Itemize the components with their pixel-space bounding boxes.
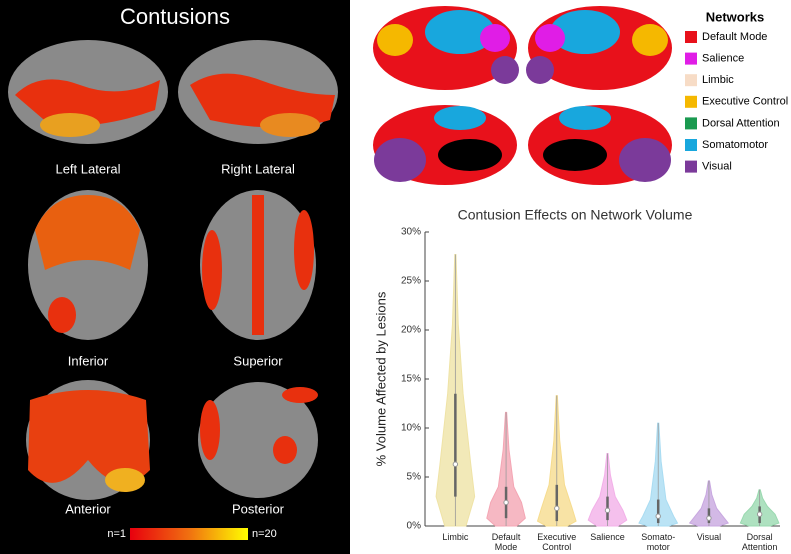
x-tick-label: Salience	[590, 532, 625, 542]
colorbar	[130, 528, 248, 540]
view-label: Right Lateral	[221, 161, 295, 176]
median	[706, 515, 712, 521]
view-label: Posterior	[232, 501, 285, 516]
y-tick-label: 15%	[401, 374, 421, 385]
view-label: Superior	[233, 353, 283, 368]
network-brains	[373, 6, 672, 185]
x-tick-label: Dorsal Attention	[741, 532, 778, 552]
legend-swatch	[685, 95, 697, 108]
median	[452, 461, 459, 467]
legend-label: Default Mode	[702, 31, 767, 43]
colorbar-label: n=20	[252, 528, 277, 540]
y-tick-label: 30%	[401, 227, 421, 238]
colorbar-label: n=1	[107, 528, 126, 540]
brain-images	[8, 40, 338, 500]
median	[655, 513, 661, 519]
median	[756, 511, 763, 517]
y-axis-label: % Volume Affected by Lesions	[373, 291, 388, 466]
x-tick-label: Visual	[696, 532, 722, 542]
y-tick-label: 10%	[401, 423, 421, 434]
x-tick-label: Somato- motor	[641, 532, 676, 552]
legend-label: Dorsal Attention	[702, 117, 780, 129]
legend-label: Visual	[702, 161, 732, 173]
y-tick-label: 20%	[401, 325, 421, 336]
x-tick-label: Default Mode	[491, 532, 521, 552]
y-tick-label: 0%	[407, 521, 422, 532]
median	[604, 507, 611, 514]
legend-swatch	[685, 74, 697, 87]
legend-swatch	[685, 31, 697, 43]
legend-label: Limbic	[702, 74, 734, 86]
legend-swatch	[685, 160, 697, 173]
legend-swatch	[685, 52, 697, 65]
legend-title: Networks	[706, 9, 765, 24]
view-label: Inferior	[68, 353, 109, 368]
x-tick-label: Executive Control	[537, 532, 577, 552]
median	[503, 499, 509, 506]
view-label: Anterior	[65, 501, 111, 516]
legend-label: Somatomotor	[702, 139, 768, 151]
median	[554, 505, 560, 512]
chart-title: Contusion Effects on Network Volume	[458, 207, 693, 223]
legend-swatch	[685, 117, 697, 130]
legend-label: Salience	[702, 53, 744, 65]
view-label: Left Lateral	[55, 161, 120, 176]
legend-label: Executive Control	[702, 96, 788, 108]
y-tick-label: 5%	[407, 472, 422, 483]
panel-title: Contusions	[120, 4, 230, 29]
y-tick-label: 25%	[401, 276, 421, 287]
legend-swatch	[685, 139, 697, 151]
x-tick-label: Limbic	[442, 532, 469, 542]
